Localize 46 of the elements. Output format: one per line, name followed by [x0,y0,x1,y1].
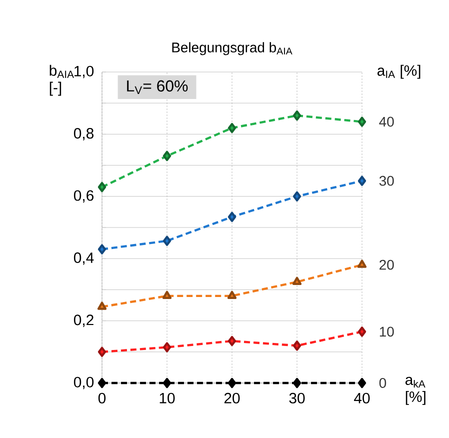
point [98,244,106,254]
point [162,378,172,388]
x-tick-label: 10 [160,392,175,404]
point [227,290,237,300]
y-tick-label: 0,4 [74,252,94,265]
series-label: 10 [380,326,394,337]
point [292,340,302,351]
point [292,110,302,121]
point [228,336,236,346]
point [98,346,106,357]
point [98,378,106,388]
point [162,342,172,352]
x-tick-label: 20 [224,392,240,404]
x-axis-title: a$_{kA}$ [%] [405,376,426,405]
point [228,378,236,388]
series-label: 0 [379,378,386,388]
point [228,122,236,134]
y-axis-title: b$_{AIA}$ [-] [50,64,74,96]
x-tick-label: 40 [354,392,370,404]
point [162,290,172,300]
point [97,302,107,310]
point [292,191,302,202]
point [357,260,367,268]
point [358,176,366,186]
y-tick-label: 0,2 [74,314,94,327]
x-tick-label: 0 [98,392,106,404]
chart-title: Belegungsgrad b$_{AIA}$ [172,42,292,56]
point [358,116,366,127]
y2-axis-title: a$_{IA}$ [%] [377,64,420,79]
point [162,150,172,162]
point [292,276,302,286]
y-tick-label: 0,6 [74,190,94,203]
point [358,378,366,388]
y-tick-label: 0,0 [74,376,94,390]
y-tick-label: 1,0 [74,66,94,78]
point [358,326,366,337]
point [98,182,106,192]
series-label: 40 [379,116,394,127]
point [162,236,172,246]
series-label: 20 [380,260,394,270]
point [292,378,302,388]
point [228,212,236,222]
annotation: L$_{V}$= 60% [127,80,188,94]
y-tick-label: 0,8 [74,128,94,140]
x-tick-label: 30 [289,392,305,404]
series-label: 30 [379,176,394,186]
